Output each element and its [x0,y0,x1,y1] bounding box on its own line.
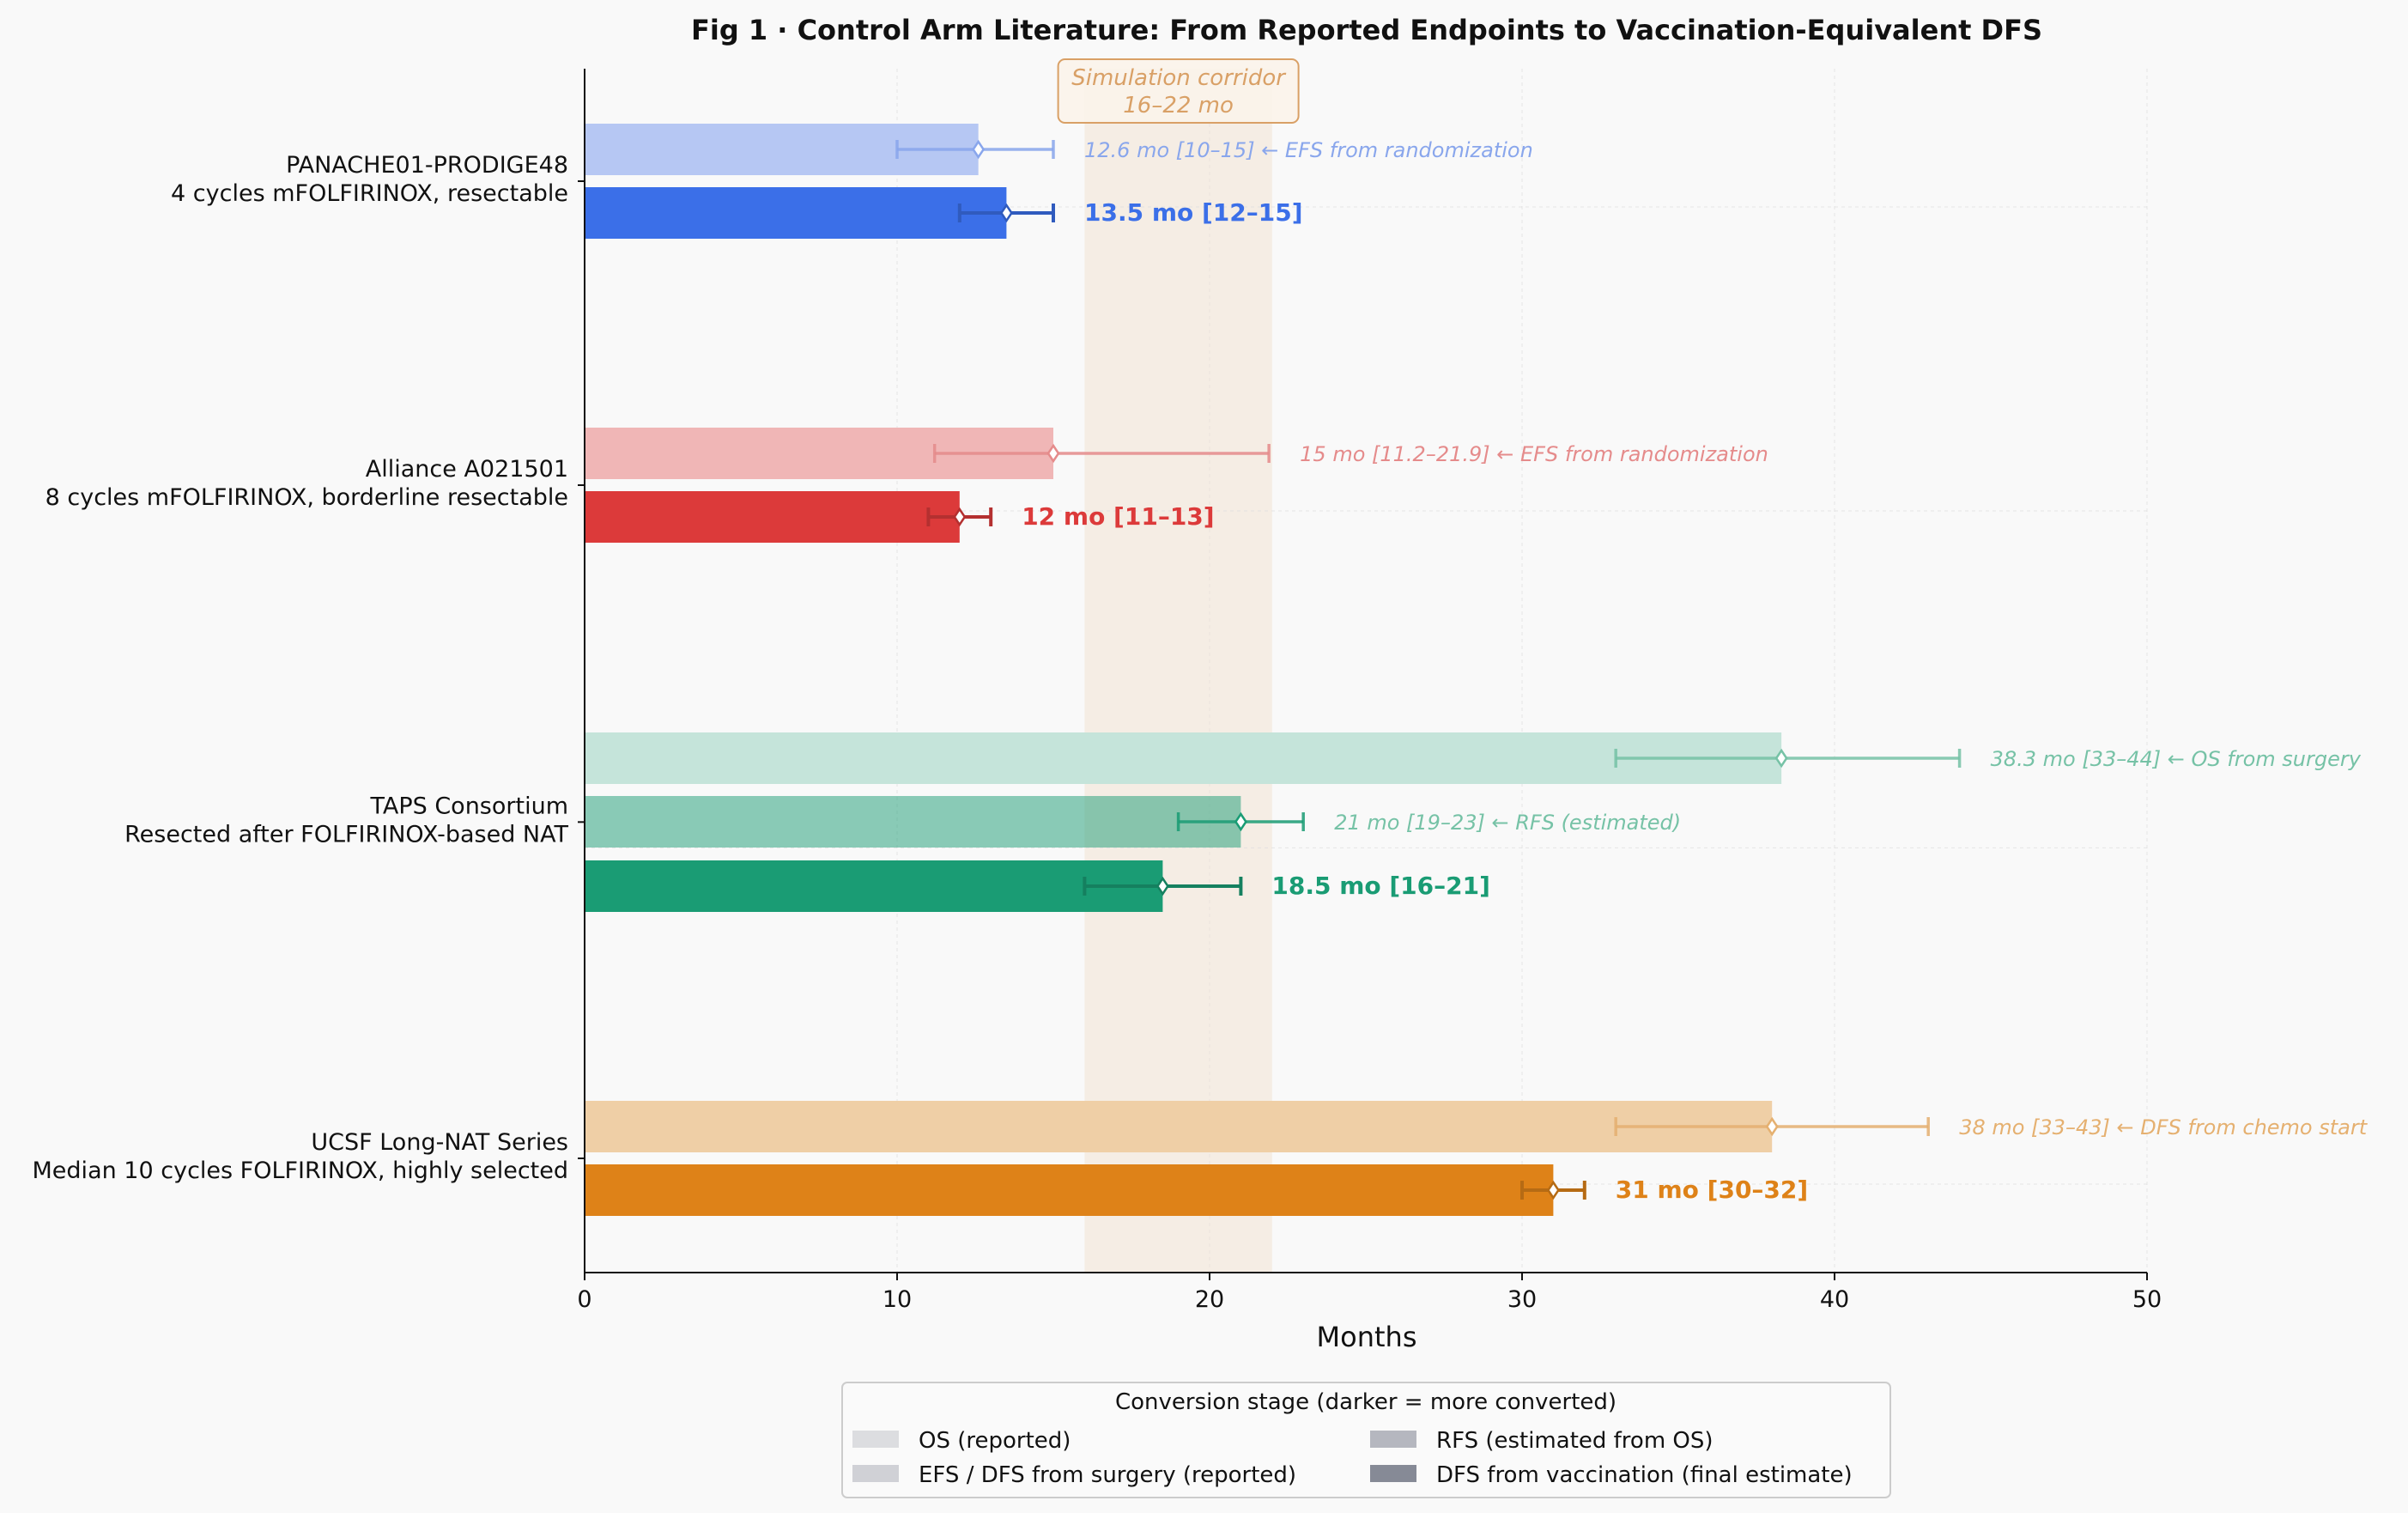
data-label: 13.5 mo [12–15] [1084,198,1303,227]
y-tick-label-name: UCSF Long-NAT Series [311,1129,568,1156]
y-tick-label-name: TAPS Consortium [369,793,568,819]
chart-title: Fig 1 · Control Arm Literature: From Rep… [691,14,2042,46]
legend-entry: RFS (estimated from OS) [1436,1428,1714,1454]
legend-swatch [852,1431,899,1448]
corridor-label-box [1057,58,1300,124]
x-tick-label: 0 [577,1286,591,1313]
x-tick-label: 50 [2132,1286,2162,1313]
median-marker [1234,811,1247,832]
y-tick-label-subtitle: Median 10 cycles FOLFIRINOX, highly sele… [33,1158,568,1184]
median-marker [1546,1180,1560,1200]
data-label: 12.6 mo [10–15] ← EFS from randomization [1084,138,1533,162]
data-label: 18.5 mo [16–21] [1271,872,1490,900]
y-tick-label-subtitle: Resected after FOLFIRINOX-based NAT [124,821,568,848]
data-label: 38 mo [33–43] ← DFS from chemo start [1959,1115,2369,1139]
median-marker [1046,443,1060,464]
bar-dfs-from-chemo-start [585,1101,1773,1152]
plot-area: 12.6 mo [10–15] ← EFS from randomization… [33,58,2369,1313]
legend-swatch [1370,1465,1416,1482]
data-label: 12 mo [11–13] [1022,502,1214,531]
y-tick-label-subtitle: 8 cycles mFOLFIRINOX, borderline resecta… [45,484,568,511]
bar-rfs-estimated- [585,796,1241,848]
legend-entry: OS (reported) [919,1428,1071,1454]
data-label: 15 mo [11.2–21.9] ← EFS from randomizati… [1300,442,1768,466]
x-tick-label: 40 [1820,1286,1849,1313]
median-marker [953,507,967,527]
median-marker [999,203,1013,223]
x-tick-label: 30 [1507,1286,1537,1313]
x-tick-label: 10 [883,1286,912,1313]
x-axis-label: Months [1317,1321,1417,1353]
x-tick-label: 20 [1195,1286,1224,1313]
legend-entry: DFS from vaccination (final estimate) [1436,1462,1853,1488]
bar-dfs-from-vaccination [585,1164,1554,1216]
legend-swatch [852,1465,899,1482]
median-marker [972,139,986,160]
bar-dfs-from-vaccination [585,187,1007,239]
corridor-band [1084,69,1272,1273]
corridor-range: 16–22 mo [1123,93,1234,118]
data-label: 31 mo [30–32] [1616,1176,1808,1204]
median-marker [1155,876,1169,896]
data-label: 21 mo [19–23] ← RFS (estimated) [1334,811,1681,835]
y-tick-label-name: Alliance A021501 [366,456,568,483]
data-label: 38.3 mo [33–44] ← OS from surgery [1991,747,2362,771]
legend-title: Conversion stage (darker = more converte… [1115,1389,1616,1415]
bar-dfs-from-vaccination [585,860,1163,912]
bar-os-from-surgery [585,732,1782,784]
corridor-label: Simulation corridor [1071,65,1287,91]
legend-swatch [1370,1431,1416,1448]
median-marker [1774,748,1788,769]
legend: Conversion stage (darker = more converte… [841,1382,1891,1498]
y-tick-label-name: PANACHE01-PRODIGE48 [286,152,568,179]
legend-frame [841,1382,1891,1498]
legend-entry: EFS / DFS from surgery (reported) [919,1462,1296,1488]
median-marker [1765,1116,1779,1137]
bar-dfs-from-vaccination [585,491,960,543]
y-tick-label-subtitle: 4 cycles mFOLFIRINOX, resectable [171,180,568,207]
